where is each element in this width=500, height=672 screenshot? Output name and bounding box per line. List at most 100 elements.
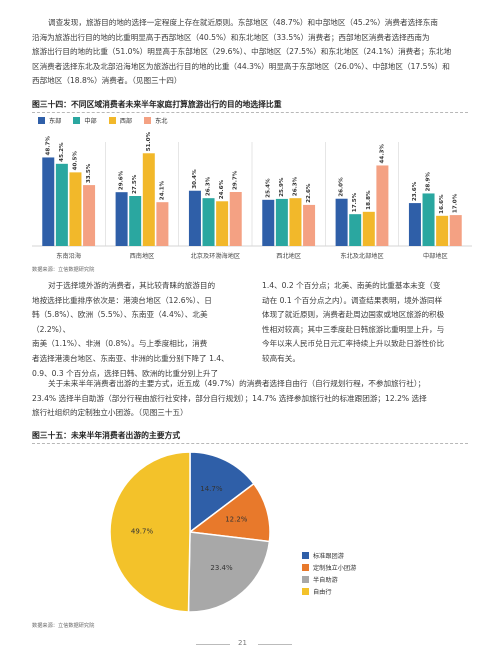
bar-value-label: 51.0%	[146, 131, 152, 151]
bar-value-label: 18.8%	[366, 190, 372, 210]
figure35-pie-chart: 14.7% 12.2% 23.4% 49.7%	[109, 451, 271, 613]
legend-swatch-standard-tour	[302, 551, 309, 559]
bar	[335, 198, 348, 246]
bar	[449, 215, 462, 246]
pie-value-label: 12.2%	[225, 515, 248, 523]
bar	[275, 198, 288, 246]
bar	[202, 198, 215, 246]
text-line: 地按选择比重排序依次是：港澳台地区（12.6%）、日	[32, 295, 212, 305]
category-label: 西北地区	[276, 252, 301, 260]
text-line: 今年以来人民币兑日元汇率持续上升以致赴日游性价比	[262, 339, 445, 349]
text-line: 区消费者选择东北及北部沿海地区为旅游出行目的地的比重（44.3%）明显高于东部地…	[32, 61, 450, 71]
legend-label: 自由行	[313, 588, 332, 596]
bar	[55, 163, 68, 246]
category-label: 东南沿海	[56, 252, 81, 260]
bar-value-label: 29.7%	[233, 170, 239, 190]
legend-label: 西部	[119, 118, 133, 125]
bar-value-label: 16.6%	[439, 194, 445, 214]
bar-value-label: 25.4%	[265, 178, 271, 198]
text-line: 旅游出行目的地的比重（51.0%）明显高于东部地区（29.6%）、中部地区（27…	[32, 47, 452, 57]
bar-value-label: 28.9%	[426, 172, 432, 192]
pie-slice	[188, 482, 271, 543]
figure34-legend: 东部 中部 西部 东北	[38, 116, 168, 125]
bar	[262, 199, 275, 246]
legend-item: 自由行	[302, 585, 356, 597]
bar-value-label: 26.3%	[206, 176, 212, 196]
legend-label: 定制独立小团游	[313, 564, 357, 572]
category-label: 东北及北部地区	[340, 252, 383, 260]
text-line: 23.4% 选择半自助游（部分行程由旅行社安排，部分自行规划）；14.7% 选择…	[32, 393, 427, 403]
legend-swatch-central	[73, 117, 81, 124]
bar-value-label: 33.5%	[86, 163, 92, 183]
bar	[408, 203, 421, 246]
footer-rule-left	[196, 644, 230, 645]
bar	[303, 204, 316, 246]
bar-value-label: 27.5%	[132, 174, 138, 194]
figure34-divider	[32, 112, 468, 113]
legend-swatch-independent-travel	[302, 587, 309, 595]
text-line: 关于未来半年消费者出游的主要方式，近五成（49.7%）的消费者选择自由行（自行规…	[48, 379, 426, 388]
bar	[349, 214, 362, 246]
legend-label: 东北	[155, 118, 168, 125]
text-line: 1.4、0.2 个百分点；北美、南美的比重基本未变（变	[262, 281, 441, 290]
legend-swatch-semi-self-guided	[302, 575, 309, 583]
bar-value-label: 24.1%	[159, 180, 165, 200]
legend-swatch-custom-small-group	[302, 563, 309, 571]
bar	[69, 172, 82, 246]
bar	[188, 190, 201, 246]
bar-value-label: 17.5%	[352, 192, 358, 212]
text-line: 性相对较高；其中三季度赴日韩旅游比重明显上升，与	[262, 324, 445, 334]
text-line: 韩（5.8%）、欧洲（5.5%）、东南亚（4.4%）、北美（2.2%）、	[32, 310, 208, 334]
bar	[115, 192, 128, 246]
pie-value-label: 49.7%	[131, 528, 154, 536]
bar	[83, 185, 96, 246]
middle-paragraph-right: 1.4、0.2 个百分点；北美、南美的比重基本未变（变 动在 0.1 个百分点之…	[262, 279, 474, 367]
figure35-legend: 标准跟团游 定制独立小团游 半自助游 自由行	[302, 549, 356, 597]
bar	[229, 192, 242, 246]
figure35-source: 数据来源：立信数据研究院	[32, 623, 95, 629]
bar-value-label: 29.6%	[119, 170, 125, 190]
category-label: 中部地区	[423, 252, 448, 260]
bar-value-label: 48.7%	[45, 136, 51, 156]
text-line: 者选择港澳台地区、东南亚、非洲的比重分别下降了 1.4、	[32, 353, 229, 363]
bar	[362, 211, 375, 246]
legend-label: 标准跟团游	[313, 552, 344, 560]
pie-slice	[109, 451, 191, 613]
bar	[142, 153, 155, 246]
figure34-source: 数据来源：立信数据研究院	[32, 267, 95, 273]
bar-value-label: 24.6%	[219, 179, 225, 199]
pie-value-label: 14.7%	[200, 485, 223, 493]
figure34-title: 图三十四：不同区域消费者未来半年家庭打算旅游出行的目的地选择比重	[32, 100, 282, 109]
figure34-bar-chart: 48.7% 45.2% 40.5% 33.5% 东南沿海 29.6% 27.5% 51.0% 2…	[32, 131, 472, 260]
text-line: 动在 0.1 个百分点之内）。调查结果表明，境外游同样	[262, 295, 443, 305]
text-line: 调查发现，旅游目的地的选择一定程度上存在就近原则。东部地区（48.7%）和中部地…	[48, 18, 438, 27]
text-line: 0.9、0.3 个百分点，选择日韩、欧洲的比重分别上升了	[32, 368, 219, 378]
bar	[156, 202, 169, 246]
pie-slice	[189, 451, 255, 534]
category-label: 北京及环渤海地区	[191, 252, 241, 260]
legend-item: 定制独立小团游	[302, 561, 356, 573]
bar-value-label: 25.9%	[279, 177, 285, 197]
category-label: 西南地区	[130, 252, 155, 260]
bar	[42, 157, 55, 246]
legend-swatch-east	[38, 117, 45, 124]
lower-paragraph: 关于未来半年消费者出游的主要方式，近五成（49.7%）的消费者选择自由行（自行规…	[32, 377, 472, 421]
legend-label: 东部	[49, 118, 62, 125]
text-line: 较高有关。	[262, 353, 300, 363]
figure35-divider	[32, 443, 468, 444]
bar-value-label: 45.2%	[59, 142, 65, 162]
text-line: 西部地区（18.8%）消费者。（见图三十四）	[32, 76, 182, 86]
text-line: 体现了就近原则，消费者赴周边国家或地区旅游的积极	[262, 310, 445, 320]
bar	[422, 193, 435, 246]
intro-paragraph: 调查发现，旅游目的地的选择一定程度上存在就近原则。东部地区（48.7%）和中部地…	[32, 16, 472, 89]
legend-label: 半自助游	[313, 576, 338, 584]
legend-swatch-west	[108, 117, 116, 124]
bar-value-label: 17.0%	[453, 193, 459, 213]
bar-value-label: 26.3%	[292, 176, 298, 196]
text-line: 沿海为旅游出行目的地的比重明显高于西部地区（40.5%）和东北地区（33.5%）…	[32, 32, 430, 42]
bar-value-label: 44.3%	[379, 144, 385, 164]
middle-paragraph-left: 对于选择境外游的消费者，其比较青睐的旅游目的 地按选择比重排序依次是：港澳台地区…	[32, 279, 244, 381]
bar	[129, 196, 142, 246]
legend-item: 标准跟团游	[302, 549, 356, 561]
pie-value-label: 23.4%	[210, 564, 233, 572]
